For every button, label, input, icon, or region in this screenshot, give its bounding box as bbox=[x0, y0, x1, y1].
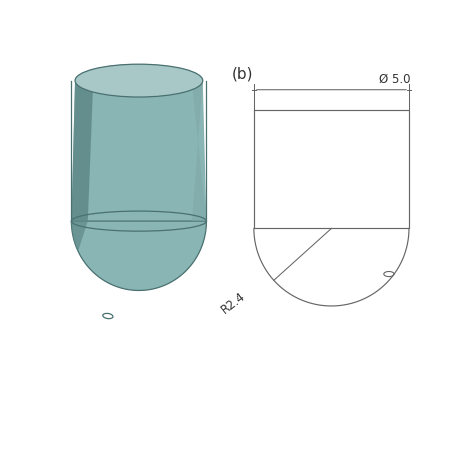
Ellipse shape bbox=[75, 64, 203, 97]
Text: (b): (b) bbox=[232, 66, 254, 81]
Polygon shape bbox=[72, 221, 88, 251]
Polygon shape bbox=[72, 69, 94, 221]
Text: R2.4: R2.4 bbox=[219, 290, 248, 316]
Polygon shape bbox=[72, 64, 206, 221]
Polygon shape bbox=[191, 71, 206, 221]
Text: Ø 5.0: Ø 5.0 bbox=[379, 73, 411, 86]
Polygon shape bbox=[72, 221, 206, 291]
